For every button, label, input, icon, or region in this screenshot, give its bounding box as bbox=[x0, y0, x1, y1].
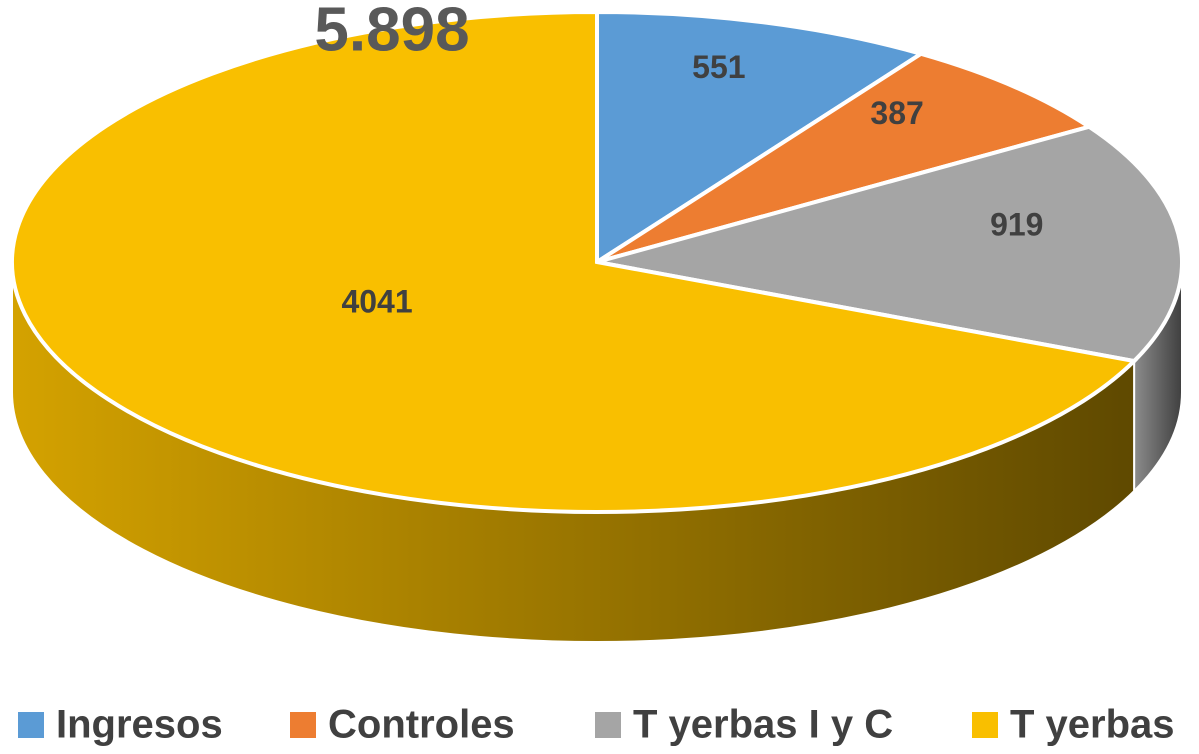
legend-label: Ingresos bbox=[56, 703, 223, 747]
legend-swatch bbox=[972, 712, 998, 738]
slice bbox=[595, 9, 926, 266]
legend-label: Controles bbox=[328, 703, 515, 747]
legend-swatch bbox=[18, 712, 44, 738]
labels: 551 387 919 4041 bbox=[341, 49, 1043, 319]
chart-title: 5.898 bbox=[314, 0, 469, 64]
legend-label: T yerbas bbox=[1010, 703, 1175, 747]
legend: Ingresos Controles T yerbas I y C T yerbas bbox=[18, 703, 1175, 747]
data-label: 919 bbox=[990, 207, 1043, 243]
legend-swatch bbox=[595, 712, 621, 738]
slice bbox=[595, 51, 1094, 264]
legend-swatch bbox=[290, 712, 316, 738]
slice bbox=[596, 124, 1184, 364]
legend-label: T yerbas I y C bbox=[633, 703, 893, 747]
data-label: 551 bbox=[692, 49, 745, 85]
slice bbox=[10, 9, 1139, 514]
data-label: 4041 bbox=[341, 283, 412, 319]
tops bbox=[10, 9, 1184, 514]
data-label: 387 bbox=[870, 95, 923, 131]
